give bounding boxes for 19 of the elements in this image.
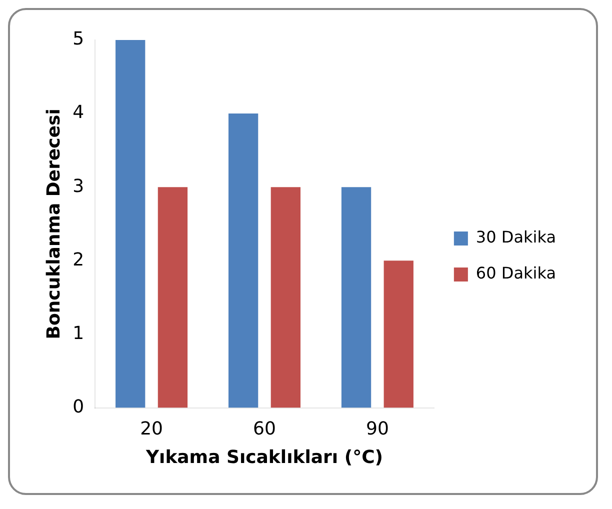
x-tick-label: 20 [140,418,163,440]
y-tick-label: 0 [72,396,84,418]
y-tick-label: 2 [72,249,84,270]
y-tick-label: 3 [72,176,84,197]
x-tick-label: 90 [366,418,389,440]
legend-label: 30 Dakika [476,228,556,247]
y-tick-label: 5 [72,28,84,50]
y-tick-label: 4 [72,102,84,124]
y-axis-title: Boncuklanma Derecesi [43,108,64,340]
y-tick-label: 1 [72,322,84,344]
legend-label: 60 Dakika [476,264,556,283]
bar [228,114,258,408]
bar [384,260,414,408]
x-tick-label: 60 [253,418,276,440]
bar [116,40,146,408]
bar [158,187,188,408]
bar [341,187,372,408]
bar [270,187,300,408]
x-axis-title: Yıkama Sıcaklıkları (°C) [144,446,383,468]
